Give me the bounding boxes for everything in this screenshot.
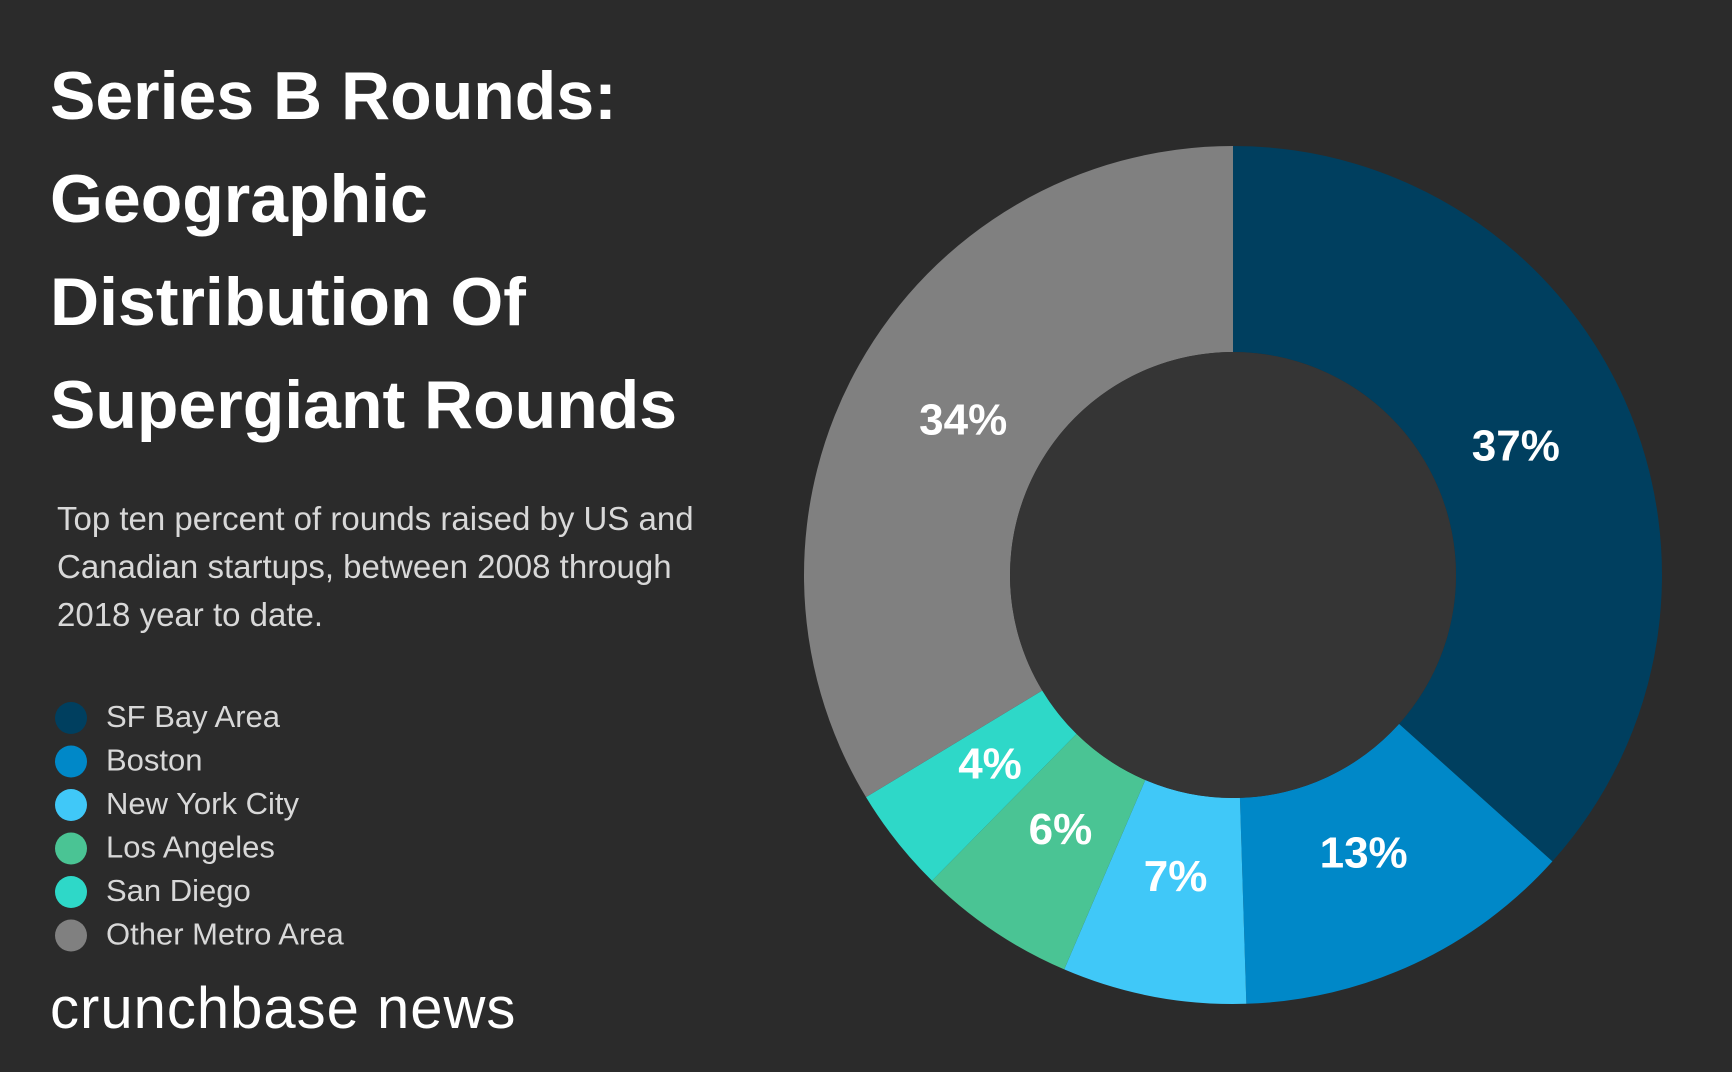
legend-label: Los Angeles — [106, 830, 275, 865]
legend-label: San Diego — [106, 873, 251, 908]
brand: crunchbase news — [50, 976, 517, 1041]
donut-hole — [1010, 352, 1456, 798]
data-label: 7% — [1144, 852, 1208, 901]
legend-label: Boston — [106, 743, 203, 778]
legend-label: New York City — [106, 786, 299, 821]
donut-slice — [866, 690, 1077, 881]
data-label: 37% — [1472, 421, 1560, 470]
data-label: 13% — [1320, 828, 1408, 877]
donut-slice — [1233, 146, 1662, 862]
chart-title: Series B Rounds: Geographic Distribution… — [50, 58, 678, 443]
data-label: 34% — [919, 396, 1007, 445]
legend-swatch — [55, 702, 87, 734]
legend-swatch — [55, 919, 87, 952]
legend-label: Other Metro Area — [106, 917, 345, 952]
donut-slice — [1064, 780, 1247, 1005]
donut-slice — [1239, 723, 1553, 1004]
data-label: 6% — [1029, 805, 1093, 854]
legend-label: SF Bay Area — [106, 699, 281, 734]
data-label: 4% — [958, 740, 1022, 789]
legend-swatch — [55, 745, 87, 778]
legend-swatch — [55, 789, 87, 821]
chart-subtitle: Top ten percent of rounds raised by US a… — [57, 500, 694, 633]
donut-slice — [932, 733, 1146, 970]
donut-slice — [804, 145, 1233, 798]
legend-swatch — [55, 876, 87, 908]
legend-swatch — [55, 832, 87, 865]
